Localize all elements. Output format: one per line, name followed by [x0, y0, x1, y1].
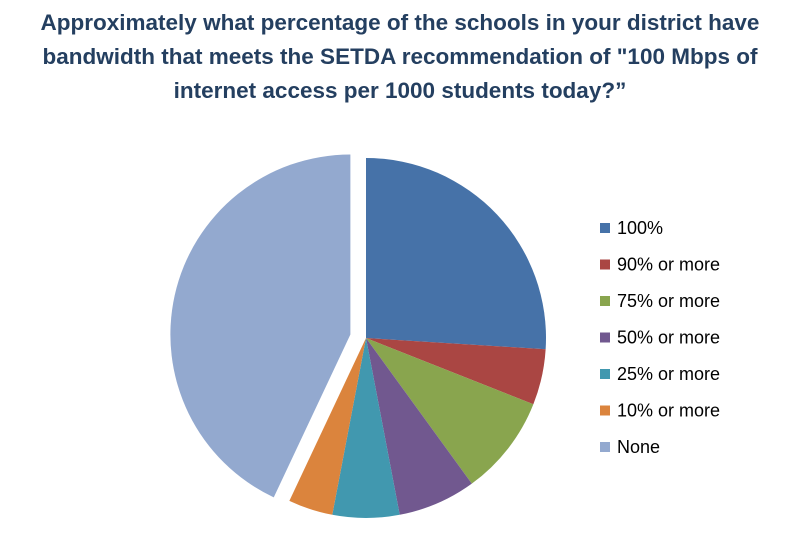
- legend-label: 10% or more: [617, 400, 720, 420]
- legend-swatch: [600, 442, 610, 452]
- pie-slice: [170, 154, 351, 498]
- legend-swatch: [600, 405, 610, 416]
- pie-slice: [366, 158, 546, 350]
- legend-label: 50% or more: [617, 327, 720, 347]
- pie-slice: [366, 338, 534, 484]
- legend-swatch: [600, 369, 610, 379]
- pie-slice: [332, 338, 400, 519]
- legend-label: 75% or more: [617, 291, 720, 311]
- pie-slice: [289, 338, 366, 515]
- pie-slice: [366, 338, 546, 405]
- legend-swatch: [600, 259, 610, 270]
- legend-label: 100%: [617, 218, 663, 238]
- legend-label: 25% or more: [617, 364, 720, 384]
- legend-label: None: [617, 437, 660, 457]
- chart-title: Approximately what percentage of the sch…: [40, 10, 760, 103]
- legend-swatch: [600, 332, 610, 343]
- legend-swatch: [600, 223, 610, 233]
- legend-label: 90% or more: [617, 254, 720, 274]
- pie-slice: [366, 338, 472, 515]
- legend-swatch: [600, 296, 610, 306]
